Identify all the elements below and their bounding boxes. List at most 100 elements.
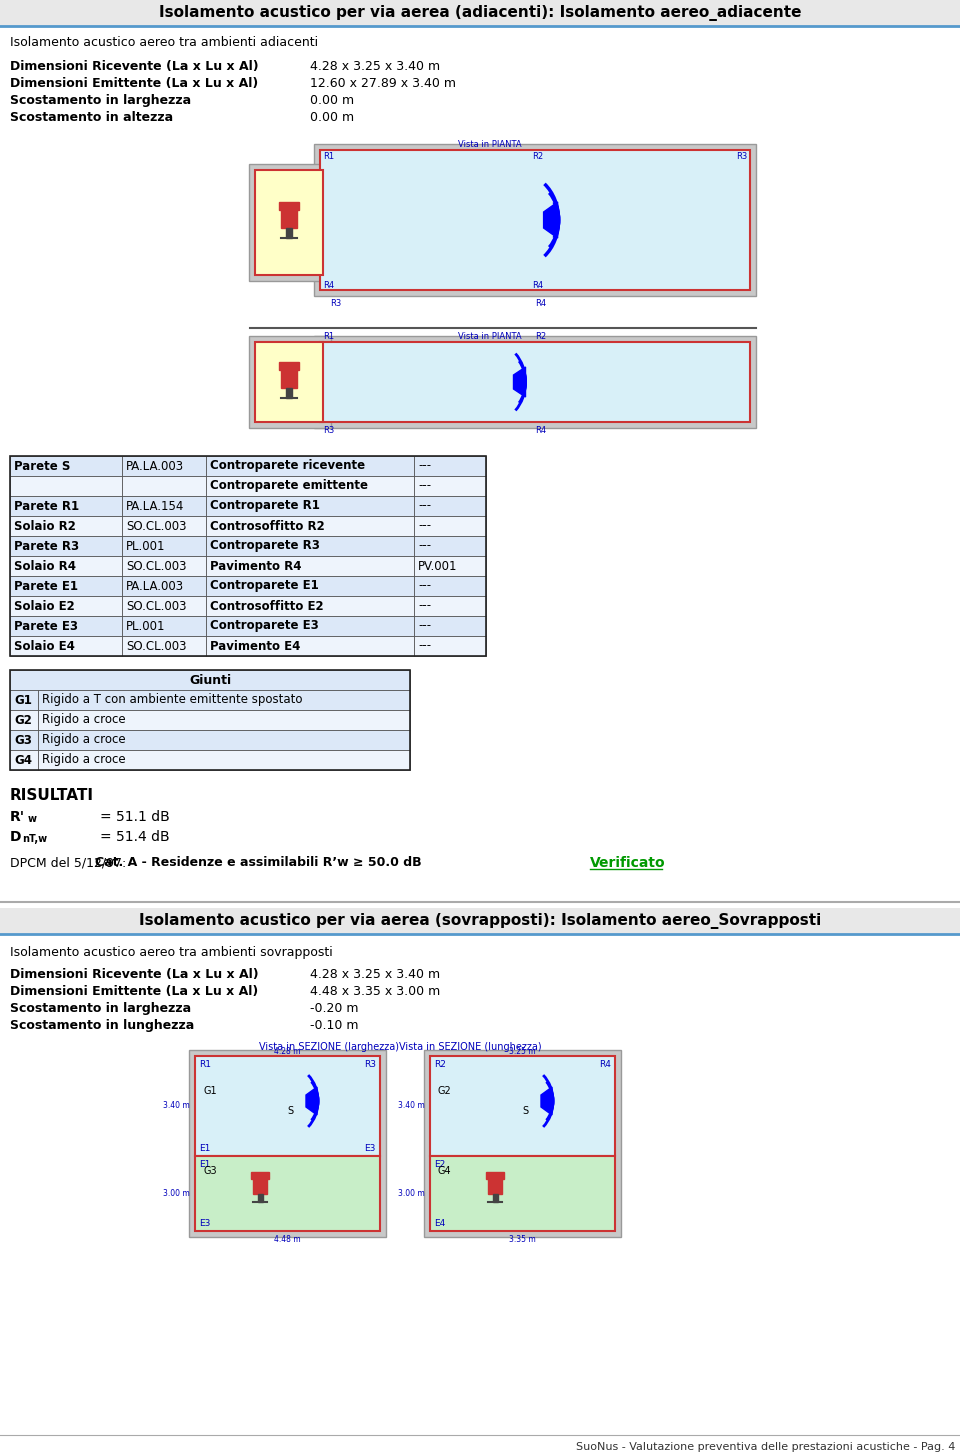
- Bar: [414, 576, 486, 596]
- Text: G2: G2: [438, 1086, 452, 1096]
- Text: R4: R4: [532, 281, 543, 289]
- Bar: [414, 496, 486, 516]
- Bar: [255, 170, 323, 275]
- Bar: [430, 1056, 615, 1156]
- Text: G4: G4: [14, 753, 32, 766]
- Bar: [492, 1194, 497, 1202]
- Bar: [122, 496, 206, 516]
- Bar: [38, 691, 410, 710]
- Text: Solaio R2: Solaio R2: [14, 519, 76, 532]
- Text: G4: G4: [438, 1166, 451, 1176]
- Bar: [195, 1156, 380, 1232]
- Text: PA.LA.154: PA.LA.154: [126, 500, 184, 512]
- Bar: [122, 516, 206, 537]
- Text: PA.LA.003: PA.LA.003: [126, 459, 184, 473]
- Text: -0.20 m: -0.20 m: [310, 1002, 358, 1015]
- Bar: [414, 457, 486, 475]
- Text: R2: R2: [434, 1060, 445, 1069]
- Bar: [414, 596, 486, 616]
- Text: 3.40 m: 3.40 m: [163, 1102, 190, 1111]
- Polygon shape: [306, 1088, 317, 1115]
- Text: DPCM del 5/12/97:: DPCM del 5/12/97:: [10, 856, 131, 869]
- Bar: [251, 1172, 269, 1179]
- Bar: [10, 576, 122, 596]
- Bar: [249, 164, 331, 281]
- Text: Controparete E3: Controparete E3: [210, 619, 319, 632]
- Bar: [10, 710, 38, 730]
- Text: Controparete E1: Controparete E1: [210, 580, 319, 592]
- Text: ---: ---: [418, 580, 431, 592]
- Text: ---: ---: [418, 519, 431, 532]
- Text: Isolamento acustico per via aerea (sovrapposti): Isolamento aereo_Sovrapposti: Isolamento acustico per via aerea (sovra…: [139, 913, 821, 929]
- Text: G3: G3: [203, 1166, 217, 1176]
- Text: Dimensioni Emittente (La x Lu x Al): Dimensioni Emittente (La x Lu x Al): [10, 77, 258, 90]
- Text: PV.001: PV.001: [418, 560, 458, 573]
- Bar: [10, 670, 410, 691]
- Text: 4.28 x 3.25 x 3.40 m: 4.28 x 3.25 x 3.40 m: [310, 968, 440, 981]
- Text: R3: R3: [364, 1060, 376, 1069]
- Bar: [486, 1172, 504, 1179]
- Bar: [206, 616, 414, 635]
- Text: Rigido a croce: Rigido a croce: [42, 733, 126, 746]
- Text: E4: E4: [434, 1218, 445, 1229]
- Text: E1: E1: [257, 172, 268, 180]
- Bar: [10, 475, 122, 496]
- Text: = 51.1 dB: = 51.1 dB: [100, 810, 170, 824]
- Text: Cat. A - Residenze e assimilabili R’w ≥ 50.0 dB: Cat. A - Residenze e assimilabili R’w ≥ …: [95, 856, 421, 869]
- Bar: [249, 336, 331, 427]
- Text: Verificato: Verificato: [590, 856, 665, 869]
- Text: Scostamento in altezza: Scostamento in altezza: [10, 111, 173, 124]
- Text: ---: ---: [418, 619, 431, 632]
- Text: Controsoffitto E2: Controsoffitto E2: [210, 599, 324, 612]
- Text: G3: G3: [14, 733, 32, 746]
- Text: Controparete emittente: Controparete emittente: [210, 480, 368, 493]
- Bar: [206, 475, 414, 496]
- Text: 0.00 m: 0.00 m: [310, 95, 354, 108]
- Text: Controsoffitto R2: Controsoffitto R2: [210, 519, 324, 532]
- Bar: [314, 336, 756, 427]
- Bar: [10, 635, 122, 656]
- Text: Vista in SEZIONE (larghezza)Vista in SEZIONE (lunghezza): Vista in SEZIONE (larghezza)Vista in SEZ…: [258, 1043, 541, 1053]
- Bar: [10, 537, 122, 555]
- Text: Isolamento acustico aereo tra ambienti sovrapposti: Isolamento acustico aereo tra ambienti s…: [10, 947, 333, 960]
- Text: RISULTATI: RISULTATI: [10, 788, 94, 803]
- Bar: [206, 576, 414, 596]
- Text: ---: ---: [418, 640, 431, 653]
- Bar: [424, 1050, 621, 1237]
- Bar: [10, 670, 410, 771]
- Text: 3.40 m: 3.40 m: [398, 1102, 425, 1111]
- Text: Rigido a croce: Rigido a croce: [42, 714, 126, 727]
- Bar: [488, 1176, 502, 1194]
- Polygon shape: [543, 202, 558, 238]
- Bar: [206, 555, 414, 576]
- Text: ---: ---: [418, 500, 431, 512]
- Text: S: S: [522, 1106, 528, 1117]
- Bar: [320, 342, 750, 422]
- Text: R4: R4: [535, 300, 546, 308]
- Text: Solaio E2: Solaio E2: [14, 599, 75, 612]
- Bar: [414, 635, 486, 656]
- Text: Solaio E4: Solaio E4: [14, 640, 75, 653]
- Text: SO.CL.003: SO.CL.003: [126, 640, 186, 653]
- Bar: [414, 537, 486, 555]
- Text: Rigido a croce: Rigido a croce: [42, 753, 126, 766]
- Text: R3: R3: [330, 300, 341, 308]
- Bar: [286, 228, 292, 238]
- Text: E1: E1: [199, 1144, 210, 1153]
- Bar: [314, 144, 756, 297]
- Bar: [414, 616, 486, 635]
- Text: Parete R1: Parete R1: [14, 500, 79, 512]
- Text: 4.48 m: 4.48 m: [274, 1234, 300, 1245]
- Text: Pavimento E4: Pavimento E4: [210, 640, 300, 653]
- Bar: [122, 635, 206, 656]
- Text: Parete E3: Parete E3: [14, 619, 78, 632]
- Bar: [122, 475, 206, 496]
- Text: R1: R1: [323, 153, 334, 161]
- Bar: [10, 616, 122, 635]
- Bar: [0, 907, 960, 933]
- Bar: [38, 750, 410, 771]
- Text: 3.35 m: 3.35 m: [509, 1234, 536, 1245]
- Text: Isolamento acustico per via aerea (adiacenti): Isolamento aereo_adiacente: Isolamento acustico per via aerea (adiac…: [158, 4, 802, 20]
- Bar: [10, 516, 122, 537]
- Text: Dimensioni Ricevente (La x Lu x Al): Dimensioni Ricevente (La x Lu x Al): [10, 968, 258, 981]
